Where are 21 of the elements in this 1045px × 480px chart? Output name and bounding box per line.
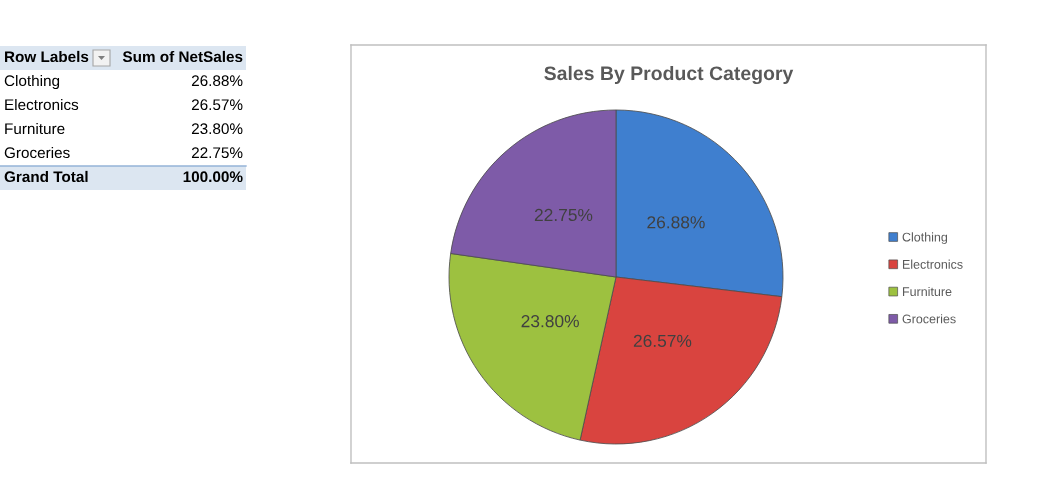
category-label: Groceries — [4, 146, 70, 159]
chart-title: Sales By Product Category — [544, 65, 794, 85]
legend-label: Groceries — [902, 314, 956, 324]
text: Row Labels — [5, 50, 89, 63]
text: Grand Total — [4, 170, 88, 183]
legend-label: Furniture — [903, 286, 952, 297]
data-label: 26.88% — [647, 216, 705, 229]
text: 100.00% — [183, 171, 243, 183]
legend-label: Clothing — [902, 232, 948, 244]
legend-label: Electronics — [903, 259, 963, 269]
data-label: 22.75% — [534, 208, 593, 222]
text: 23.80% — [191, 123, 243, 135]
data-label: 23.80% — [521, 315, 579, 328]
text: Sum of NetSales — [122, 50, 243, 63]
category-label: Clothing — [4, 74, 60, 90]
text: 22.75% — [191, 147, 243, 159]
text: 26.88% — [191, 75, 243, 87]
data-label: 26.57% — [633, 334, 692, 347]
category-label: Electronics — [5, 98, 79, 111]
text: 26.57% — [191, 99, 243, 111]
category-label: Furniture — [5, 122, 65, 135]
